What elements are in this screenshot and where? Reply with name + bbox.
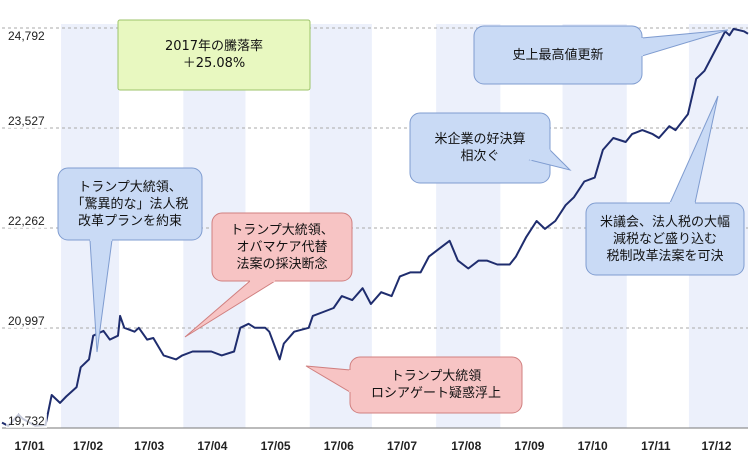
callout-text-tax-reform: 米議会、法人税の大幅 減税など盛り込む 税制改革法案を可決 — [599, 214, 730, 264]
x-tick-label: 17/01 — [14, 439, 45, 453]
callout-tax-reform — [585, 95, 745, 276]
y-tick-label: 19,732 — [6, 414, 47, 428]
series-line — [1, 27, 749, 427]
x-tick-label: 17/05 — [260, 439, 291, 453]
callout-text-obamacare: トランプ大統領、 オバマケア代替 法案の採決断念 — [230, 222, 334, 272]
x-tick-label: 17/02 — [73, 439, 104, 453]
callout-trump-tax — [57, 167, 203, 353]
x-tick-label: 17/03 — [134, 439, 165, 453]
callout-text-ytd: 2017年の騰落率 ＋25.08% — [164, 39, 264, 71]
callout-ytd — [117, 19, 311, 91]
x-tick-label: 17/12 — [701, 439, 732, 453]
x-tick-label: 17/04 — [197, 439, 228, 453]
callout-text-trump-tax: トランプ大統領、 「驚異的な」法人税 改革プランを約束 — [71, 179, 189, 229]
x-tick-label: 17/08 — [451, 439, 482, 453]
y-tick-label: 20,997 — [6, 314, 47, 328]
x-tick-label: 17/07 — [386, 439, 418, 453]
x-tick-label: 17/11 — [641, 439, 671, 453]
callout-record-high — [473, 25, 729, 85]
callout-russiagate — [305, 356, 523, 414]
callout-text-earnings: 米企業の好決算 相次ぐ — [434, 132, 526, 164]
callout-text-russiagate: トランプ大統領 ロシアゲート疑惑浮上 — [370, 369, 501, 401]
callout-text-record-high: 史上最高値更新 — [512, 47, 604, 63]
callout-earnings — [409, 112, 572, 184]
y-tick-label: 23,527 — [6, 114, 47, 128]
x-tick-label: 17/09 — [514, 439, 545, 453]
y-tick-label: 22,262 — [6, 214, 47, 228]
x-tick-label: 17/10 — [577, 439, 608, 453]
y-tick-label: 24,792 — [6, 29, 47, 43]
x-tick-label: 17/06 — [323, 439, 354, 453]
callout-obamacare — [184, 212, 353, 338]
callouts — [57, 19, 745, 414]
